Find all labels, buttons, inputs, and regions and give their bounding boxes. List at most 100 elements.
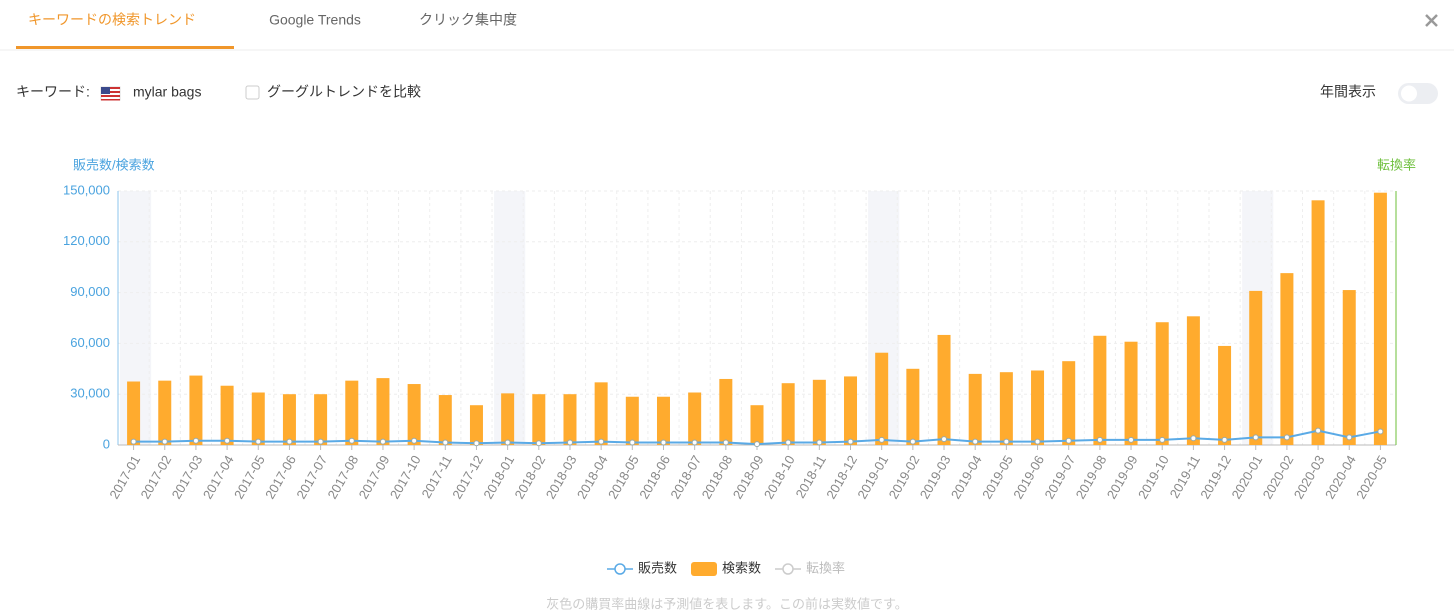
note: 灰色の購買率曲線は予測値を表します。この前は実数値です。 (546, 596, 907, 611)
bar (127, 381, 141, 445)
line-point (816, 439, 823, 446)
y-tick-label: 60,000 (70, 335, 110, 350)
line-point (161, 438, 168, 445)
line-point (878, 436, 885, 443)
line-point (785, 439, 792, 446)
legend-swatch (691, 562, 717, 576)
tab-active[interactable]: キーワードの検索トレンド (28, 12, 196, 28)
bar (625, 396, 639, 445)
legend-label[interactable]: 販売数 (638, 560, 677, 575)
line-point (1003, 438, 1010, 445)
legend-label[interactable]: 検索数 (722, 560, 761, 575)
toggle-knob (1401, 85, 1417, 102)
bar (438, 395, 452, 445)
bar (1062, 361, 1076, 445)
line-point (629, 439, 636, 446)
bar (1031, 370, 1045, 445)
bar (532, 394, 546, 445)
tab-underline (16, 46, 234, 49)
bar (594, 382, 608, 445)
bar (999, 372, 1013, 445)
line-point (566, 439, 573, 446)
y-tick-label: 30,000 (70, 386, 110, 401)
annual-label: 年間表示 (1320, 84, 1376, 100)
line-point (909, 438, 916, 445)
bar (1373, 192, 1387, 445)
bar (469, 405, 483, 445)
bar (781, 383, 795, 445)
line-point (1315, 427, 1322, 434)
line-point (535, 440, 542, 447)
line-point (317, 438, 324, 445)
line-point (442, 439, 449, 446)
bar (189, 375, 203, 445)
bar (282, 394, 296, 445)
bar (376, 378, 390, 445)
bar (1124, 341, 1138, 445)
bar (1311, 200, 1325, 445)
line-point (286, 438, 293, 445)
bar (407, 384, 421, 445)
line-point (348, 437, 355, 444)
bar (937, 334, 951, 445)
line-point (1034, 438, 1041, 445)
line-point (192, 437, 199, 444)
bar (158, 380, 172, 445)
bar (812, 379, 826, 445)
line-point (1377, 428, 1384, 435)
line-point (1252, 434, 1259, 441)
bar (1093, 335, 1107, 445)
line-point (473, 440, 480, 447)
bar (719, 378, 733, 445)
line-point (379, 438, 386, 445)
line-point (691, 439, 698, 446)
line-point (598, 438, 605, 445)
legend-label[interactable]: 転換率 (806, 560, 845, 575)
line-point (941, 436, 948, 443)
line-point (847, 438, 854, 445)
line-point (1159, 436, 1166, 443)
bar (563, 394, 577, 445)
keyword: mylar bags (133, 84, 201, 100)
line-point (1283, 434, 1290, 441)
bar (1280, 273, 1294, 445)
y-axis-label: 販売数/検索数 (73, 157, 155, 172)
bar (1342, 290, 1356, 445)
close-button[interactable] (1425, 14, 1438, 27)
bar (251, 392, 265, 445)
compare-label[interactable]: グーグルトレンドを比較 (267, 84, 421, 100)
y2-axis-label: 転換率 (1377, 157, 1416, 172)
checkbox[interactable] (245, 85, 260, 100)
bar (875, 352, 889, 445)
line-point (1190, 435, 1197, 442)
bar (345, 380, 359, 445)
line-point (224, 437, 231, 444)
bar (968, 373, 982, 445)
legend-swatch (782, 563, 794, 575)
line-point (504, 439, 511, 446)
bar (314, 394, 328, 445)
bar (906, 368, 920, 445)
bar (750, 405, 764, 445)
line-point (1346, 434, 1353, 441)
line-point (1065, 437, 1072, 444)
bar (688, 392, 702, 445)
y-tick-label: 120,000 (63, 233, 110, 248)
line-point (130, 438, 137, 445)
tab[interactable]: クリック集中度 (419, 12, 517, 28)
line-point (255, 438, 262, 445)
bar (656, 396, 670, 445)
line-point (722, 439, 729, 446)
keyword-label: キーワード: (16, 84, 90, 100)
line-point (1096, 436, 1103, 443)
line-point (754, 441, 760, 448)
bar (1155, 322, 1169, 445)
bar (501, 393, 515, 445)
bar (1218, 345, 1232, 445)
tab[interactable]: Google Trends (269, 12, 361, 28)
line-point (660, 439, 667, 446)
y-tick-label: 90,000 (70, 284, 110, 299)
line-point (972, 438, 979, 445)
